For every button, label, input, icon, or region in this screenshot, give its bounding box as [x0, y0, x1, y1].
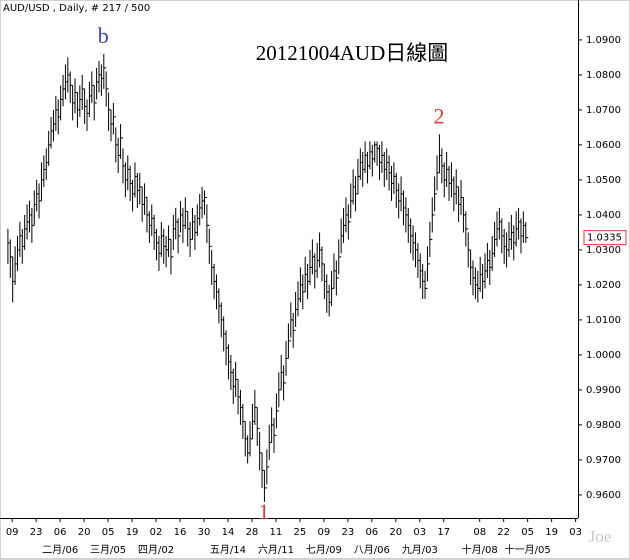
- y-tick-label: 0.9600: [586, 490, 621, 501]
- x-tick-label: 19: [545, 527, 558, 538]
- x-tick-label: 06: [365, 527, 378, 538]
- x-tick-label: 23: [30, 527, 43, 538]
- last-price-box: [583, 230, 627, 246]
- x-tick-label: 06: [54, 527, 67, 538]
- x-tick-label: 23: [341, 527, 354, 538]
- x-tick-label: 05: [521, 527, 534, 538]
- x-tick-label: 20: [389, 527, 402, 538]
- x-month-label: 五月/14: [210, 544, 246, 556]
- x-month-label: 九月/03: [402, 544, 438, 556]
- y-tick-label: 0.9800: [586, 420, 621, 431]
- x-tick-label: 11: [270, 527, 283, 538]
- x-tick-label: 14: [222, 527, 235, 538]
- chart-title: 20121004AUD日線圖: [256, 41, 449, 65]
- x-tick-label: 22: [497, 527, 510, 538]
- annotation: 2: [433, 103, 444, 128]
- x-tick-label: 05: [102, 527, 115, 538]
- y-tick-label: 1.0900: [586, 35, 621, 46]
- x-tick-label: 28: [246, 527, 259, 538]
- x-tick-label: 25: [294, 527, 307, 538]
- y-tick-label: 1.0500: [586, 175, 621, 186]
- watermark: Joe: [589, 527, 612, 546]
- x-tick-label: 02: [150, 527, 163, 538]
- x-month-label: 三月/05: [90, 544, 126, 556]
- y-tick-label: 0.9900: [586, 385, 621, 396]
- x-tick-label: 03: [569, 527, 582, 538]
- y-tick-label: 0.9700: [586, 455, 621, 466]
- x-tick-label: 30: [198, 527, 211, 538]
- x-tick-label: 09: [6, 527, 19, 538]
- y-tick-label: 1.0700: [586, 105, 621, 116]
- x-tick-label: 20: [78, 527, 91, 538]
- y-tick-label: 1.0600: [586, 140, 621, 151]
- y-tick-label: 1.0300: [586, 245, 621, 256]
- x-tick-label: 03: [413, 527, 426, 538]
- y-tick-label: 1.0100: [586, 315, 621, 326]
- x-month-label: 七月/09: [306, 544, 342, 556]
- y-tick-label: 1.0800: [586, 70, 621, 81]
- annotation: b: [98, 23, 109, 48]
- x-tick-label: 17: [437, 527, 450, 538]
- annotation: 1: [258, 499, 269, 524]
- x-month-label: 十一月/05: [505, 543, 551, 556]
- x-month-label: 二月/06: [42, 544, 78, 556]
- last-price-label: 1.0335: [587, 233, 622, 244]
- y-tick-label: 1.0200: [586, 280, 621, 291]
- x-tick-label: 19: [126, 527, 139, 538]
- y-tick-label: 1.0000: [586, 350, 621, 361]
- y-tick-label: 1.0400: [586, 210, 621, 221]
- x-tick-label: 08: [473, 527, 486, 538]
- x-month-label: 六月/11: [258, 544, 294, 556]
- x-tick-label: 16: [174, 527, 187, 538]
- x-month-label: 八月/06: [354, 544, 390, 556]
- chart-header: AUD/USD , Daily, # 217 / 500: [3, 3, 150, 14]
- x-month-label: 四月/02: [138, 544, 174, 556]
- x-tick-label: 09: [317, 527, 330, 538]
- x-month-label: 十月/08: [462, 543, 498, 556]
